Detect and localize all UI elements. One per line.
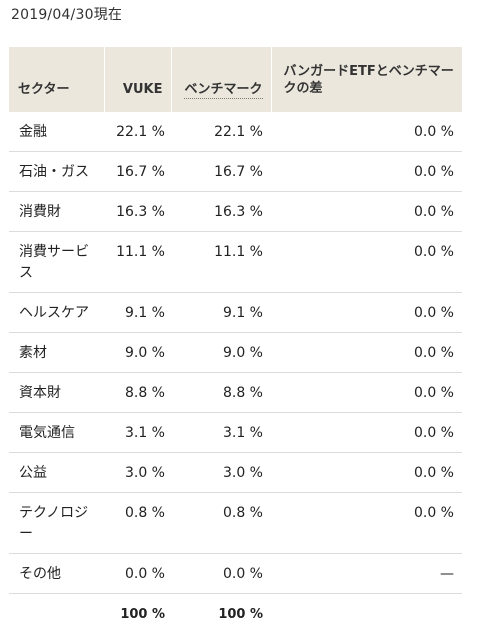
diff-cell: 0.0 % (271, 373, 462, 413)
diff-cell: 0.0 % (271, 152, 462, 192)
fund-weight-cell: 9.1 % (104, 293, 171, 333)
diff-cell: 0.0 % (271, 293, 462, 333)
fund-weight-cell: 9.0 % (104, 333, 171, 373)
header-fund: VUKE (104, 47, 171, 112)
benchmark-weight-cell: 0.8 % (171, 493, 271, 554)
benchmark-weight-cell: 3.0 % (171, 453, 271, 493)
total-label-cell (9, 594, 104, 633)
table-header: セクター VUKE ベンチマーク バンガードETFとベンチマークの差 (9, 47, 462, 112)
header-row: セクター VUKE ベンチマーク バンガードETFとベンチマークの差 (9, 47, 462, 112)
diff-cell: 0.0 % (271, 112, 462, 152)
sector-cell: テクノロジー (9, 493, 104, 554)
fund-weight-cell: 16.7 % (104, 152, 171, 192)
sector-cell: 資本財 (9, 373, 104, 413)
sector-cell: 消費財 (9, 192, 104, 232)
benchmark-weight-cell: 3.1 % (171, 413, 271, 453)
diff-cell: 0.0 % (271, 453, 462, 493)
benchmark-weight-cell: 16.7 % (171, 152, 271, 192)
header-diff: バンガードETFとベンチマークの差 (271, 47, 462, 112)
benchmark-weight-cell: 0.0 % (171, 554, 271, 594)
benchmark-weight-cell: 9.1 % (171, 293, 271, 333)
fund-weight-cell: 0.8 % (104, 493, 171, 554)
diff-cell: 0.0 % (271, 333, 462, 373)
benchmark-weight-cell: 8.8 % (171, 373, 271, 413)
diff-cell: 0.0 % (271, 232, 462, 293)
diff-cell: — (271, 554, 462, 594)
sector-cell: 消費サービス (9, 232, 104, 293)
fund-weight-cell: 22.1 % (104, 112, 171, 152)
header-sector: セクター (9, 47, 104, 112)
diff-cell: 0.0 % (271, 413, 462, 453)
benchmark-weight-cell: 16.3 % (171, 192, 271, 232)
total-fund-cell: 100 % (104, 594, 171, 633)
fund-weight-cell: 16.3 % (104, 192, 171, 232)
sector-cell: その他 (9, 554, 104, 594)
total-row: 100 %100 % (9, 594, 462, 633)
sector-cell: 素材 (9, 333, 104, 373)
benchmark-weight-cell: 9.0 % (171, 333, 271, 373)
total-benchmark-cell: 100 % (171, 594, 271, 633)
sector-cell: 電気通信 (9, 413, 104, 453)
sector-cell: 石油・ガス (9, 152, 104, 192)
benchmark-weight-cell: 11.1 % (171, 232, 271, 293)
as-of-date: 2019/04/30現在 (11, 4, 122, 24)
fund-weight-cell: 8.8 % (104, 373, 171, 413)
total-diff-cell (271, 594, 462, 633)
fund-weight-cell: 0.0 % (104, 554, 171, 594)
fund-weight-cell: 3.1 % (104, 413, 171, 453)
sector-cell: ヘルスケア (9, 293, 104, 333)
fund-weight-cell: 11.1 % (104, 232, 171, 293)
diff-cell: 0.0 % (271, 493, 462, 554)
benchmark-tooltip-label[interactable]: ベンチマーク (184, 82, 262, 99)
fund-weight-cell: 3.0 % (104, 453, 171, 493)
benchmark-weight-cell: 22.1 % (171, 112, 271, 152)
sector-cell: 公益 (9, 453, 104, 493)
diff-cell: 0.0 % (271, 192, 462, 232)
header-benchmark[interactable]: ベンチマーク (171, 47, 271, 112)
sector-cell: 金融 (9, 112, 104, 152)
